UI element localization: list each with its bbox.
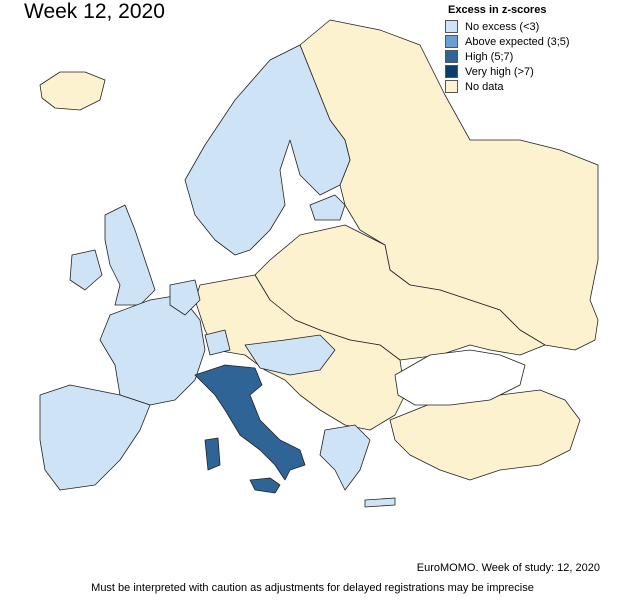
legend-swatch: [445, 65, 458, 78]
region-greece: [319, 424, 371, 491]
legend-title: Excess in z-scores: [448, 4, 547, 16]
legend-item: High (5;7): [445, 49, 570, 64]
region-iberia: [39, 384, 151, 491]
region-ireland: [69, 249, 103, 291]
region-black-sea: [394, 349, 526, 406]
region-switzerland: [204, 329, 231, 356]
legend-item: No excess (<3): [445, 19, 570, 34]
legend: Excess in z-scores No excess (<3) Above …: [445, 4, 570, 94]
region-italy: [194, 364, 306, 481]
map-title: Week 12, 2020: [24, 0, 165, 23]
legend-label: No excess (<3): [465, 20, 540, 33]
region-sicily: [249, 477, 281, 494]
legend-label: Very high (>7): [465, 65, 534, 78]
legend-label: High (5;7): [465, 50, 514, 63]
legend-swatch: [445, 35, 458, 48]
region-france: [99, 294, 206, 406]
region-nordics: [184, 44, 351, 256]
legend-item: No data: [445, 79, 570, 94]
legend-swatch: [445, 80, 458, 93]
legend-label: No data: [465, 80, 504, 93]
legend-label: Above expected (3;5): [465, 35, 570, 48]
source-note: EuroMOMO. Week of study: 12, 2020: [416, 562, 600, 574]
region-uk: [104, 204, 156, 306]
legend-swatch: [445, 20, 458, 33]
region-crete: [364, 497, 396, 508]
region-turkey: [389, 389, 581, 481]
legend-swatch: [445, 50, 458, 63]
legend-item: Very high (>7): [445, 64, 570, 79]
region-benelux: [169, 279, 201, 316]
legend-item: Above expected (3;5): [445, 34, 570, 49]
region-baltic: [309, 194, 346, 221]
region-austria-hungary: [244, 334, 336, 376]
region-sardinia: [204, 437, 221, 471]
region-iceland: [39, 71, 106, 111]
caveat-note: Must be interpreted with caution as adju…: [91, 582, 534, 594]
